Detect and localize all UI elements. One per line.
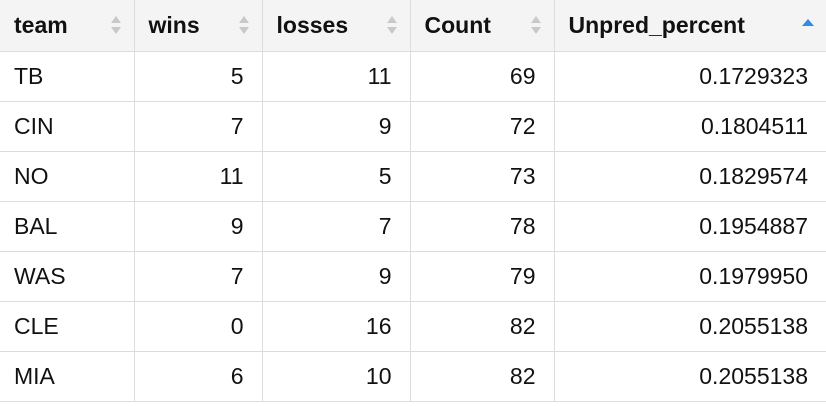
cell-team: NO (0, 151, 135, 202)
column-header-label: losses (276, 11, 349, 38)
column-header-wins[interactable]: wins (134, 0, 263, 52)
sort-both-icon (530, 16, 541, 35)
cell-losses: 11 (262, 51, 411, 102)
cell-team: MIA (0, 351, 135, 402)
sort-both-icon (386, 16, 397, 35)
cell-losses: 16 (262, 301, 411, 352)
cell-unpred-percent: 0.1954887 (554, 201, 826, 252)
cell-count: 73 (410, 151, 555, 202)
column-header-unpred-percent[interactable]: Unpred_percent (554, 0, 826, 52)
column-header-label: team (14, 11, 68, 38)
column-header-team[interactable]: team (0, 0, 135, 52)
cell-unpred-percent: 0.1804511 (554, 101, 826, 152)
cell-wins: 6 (134, 351, 263, 402)
cell-losses: 9 (262, 101, 411, 152)
table-row: MIA 6 10 82 0.2055138 (0, 351, 826, 402)
cell-count: 72 (410, 101, 555, 152)
table-header: team wins losses (0, 0, 826, 52)
table-row: CLE 0 16 82 0.2055138 (0, 301, 826, 352)
cell-wins: 0 (134, 301, 263, 352)
cell-unpred-percent: 0.2055138 (554, 301, 826, 352)
cell-team: WAS (0, 251, 135, 302)
table-row: WAS 7 9 79 0.1979950 (0, 251, 826, 302)
table-body: TB 5 11 69 0.1729323 CIN 7 9 72 0.1804511 NO 11 5 73 0… (0, 51, 826, 402)
sort-both-icon (238, 16, 249, 35)
column-header-count[interactable]: Count (410, 0, 555, 52)
cell-count: 82 (410, 351, 555, 402)
cell-losses: 10 (262, 351, 411, 402)
cell-unpred-percent: 0.1729323 (554, 51, 826, 102)
column-header-label: Unpred_percent (568, 11, 745, 38)
cell-count: 79 (410, 251, 555, 302)
cell-count: 78 (410, 201, 555, 252)
column-header-losses[interactable]: losses (262, 0, 411, 52)
table-row: TB 5 11 69 0.1729323 (0, 51, 826, 102)
cell-wins: 7 (134, 101, 263, 152)
cell-unpred-percent: 0.2055138 (554, 351, 826, 402)
cell-team: BAL (0, 201, 135, 252)
sort-both-icon (110, 16, 121, 35)
cell-losses: 5 (262, 151, 411, 202)
table-row: CIN 7 9 72 0.1804511 (0, 101, 826, 152)
cell-unpred-percent: 0.1979950 (554, 251, 826, 302)
table-row: BAL 9 7 78 0.1954887 (0, 201, 826, 252)
cell-team: TB (0, 51, 135, 102)
cell-losses: 7 (262, 201, 411, 252)
cell-wins: 5 (134, 51, 263, 102)
column-header-label: wins (148, 11, 200, 38)
cell-count: 82 (410, 301, 555, 352)
header-row: team wins losses (0, 0, 826, 52)
cell-wins: 7 (134, 251, 263, 302)
cell-unpred-percent: 0.1829574 (554, 151, 826, 202)
cell-wins: 11 (134, 151, 263, 202)
cell-team: CIN (0, 101, 135, 152)
cell-losses: 9 (262, 251, 411, 302)
sort-ascending-icon (802, 19, 814, 27)
column-header-label: Count (424, 11, 491, 38)
cell-wins: 9 (134, 201, 263, 252)
cell-team: CLE (0, 301, 135, 352)
table-row: NO 11 5 73 0.1829574 (0, 151, 826, 202)
cell-count: 69 (410, 51, 555, 102)
